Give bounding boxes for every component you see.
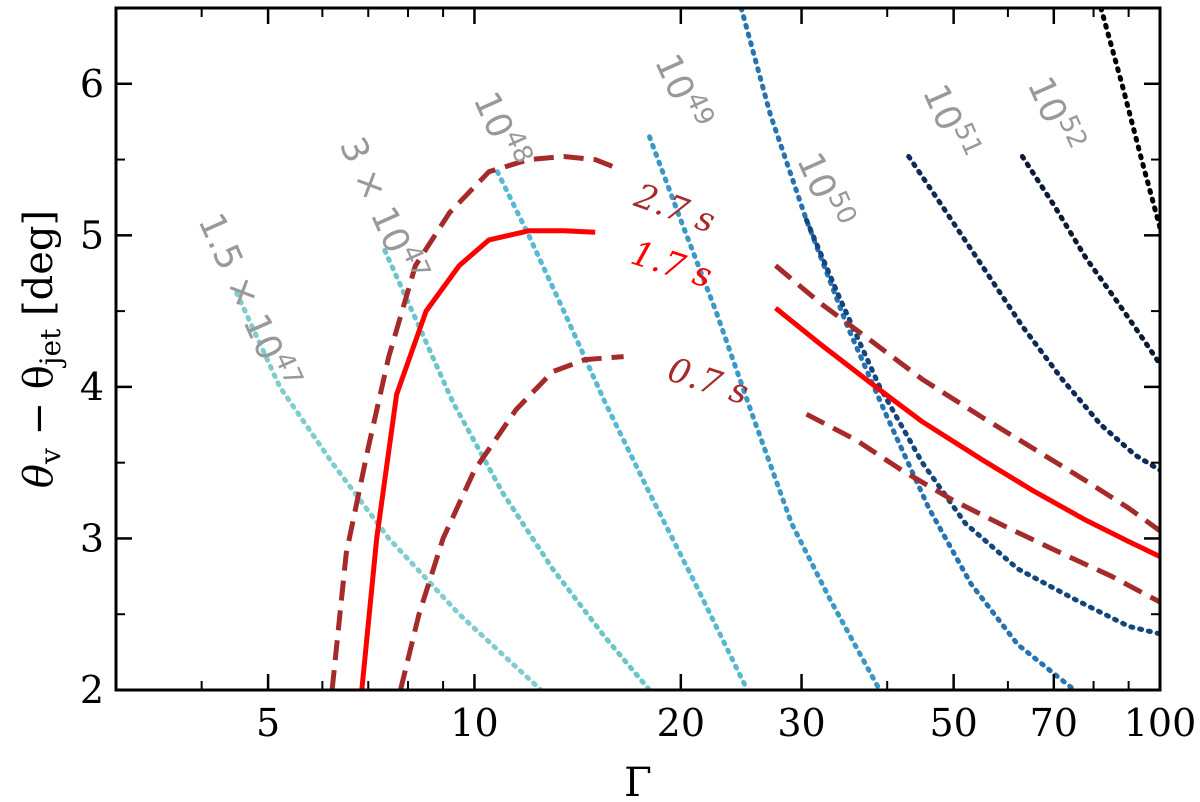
contour-label-4: 1050: [788, 145, 862, 236]
contour-line-3: [647, 134, 883, 690]
contour-line-8: [1098, 8, 1160, 231]
contour-label-2: 1048: [465, 84, 539, 175]
series-label-4: 0.7 s: [663, 350, 754, 413]
x-tick-label-4: 50: [929, 701, 977, 745]
y-axis-label-part-4: [deg]: [16, 210, 62, 329]
contour-label-3: 1049: [646, 46, 720, 137]
x-tick-label-2: 20: [657, 701, 705, 745]
contour-line-6: [906, 154, 1160, 473]
series-line-5: [805, 411, 1160, 605]
y-axis-label-part-1: v: [34, 448, 67, 465]
series-label-2-7s: 2.7 s: [628, 176, 720, 242]
y-axis-label: θv − θjet [deg]: [16, 210, 67, 488]
contour-label-1: 3 × 1047: [331, 129, 436, 289]
series-line-3: [774, 306, 1160, 559]
x-tick-label-6: 100: [1124, 701, 1197, 745]
y-tick-label-4: 6: [80, 62, 104, 106]
x-tick-label-5: 70: [1030, 701, 1078, 745]
axis-labels: Γθv − θjet [deg]: [16, 210, 652, 802]
contour-label-6: 1052: [1019, 69, 1093, 160]
series-line-0: [329, 154, 616, 690]
contour-label-base-1: 3 × 10: [331, 131, 418, 259]
series-line-1: [773, 263, 1160, 533]
plot-frame: [114, 6, 1162, 692]
y-tick-label-1: 3: [80, 516, 104, 560]
x-tick-label-3: 30: [777, 701, 825, 745]
contour-line-7: [1019, 154, 1160, 367]
x-axis-label: Γ: [624, 760, 652, 802]
series-layer: [329, 154, 1160, 690]
y-tick-label-2: 4: [80, 365, 104, 409]
series-line-4: [398, 354, 624, 690]
x-tick-label-0: 5: [256, 701, 280, 745]
y-axis-label-part-3: jet: [34, 328, 67, 368]
ticks-layer: 5 10 20 30 50 70 100 2 3 4 5 6: [80, 8, 1196, 745]
series-label-2: 1.7 s: [626, 233, 717, 296]
y-axis-label-part-0: θ: [16, 464, 62, 488]
contour-label-0: 1.5 × 1047: [190, 205, 309, 397]
contour-line-4: [738, 8, 1077, 690]
contour-line-2: [494, 169, 750, 690]
y-tick-label-0: 2: [80, 668, 104, 712]
y-axis-label-part-2: − θ: [16, 365, 62, 448]
contour-line-0: [234, 290, 544, 690]
contour-label-5: 1051: [914, 76, 988, 167]
x-tick-label-1: 10: [450, 701, 498, 745]
y-tick-label-3: 5: [80, 213, 104, 257]
contour-label-base-0: 1.5 × 10: [190, 207, 291, 366]
series-line-2: [359, 228, 596, 690]
